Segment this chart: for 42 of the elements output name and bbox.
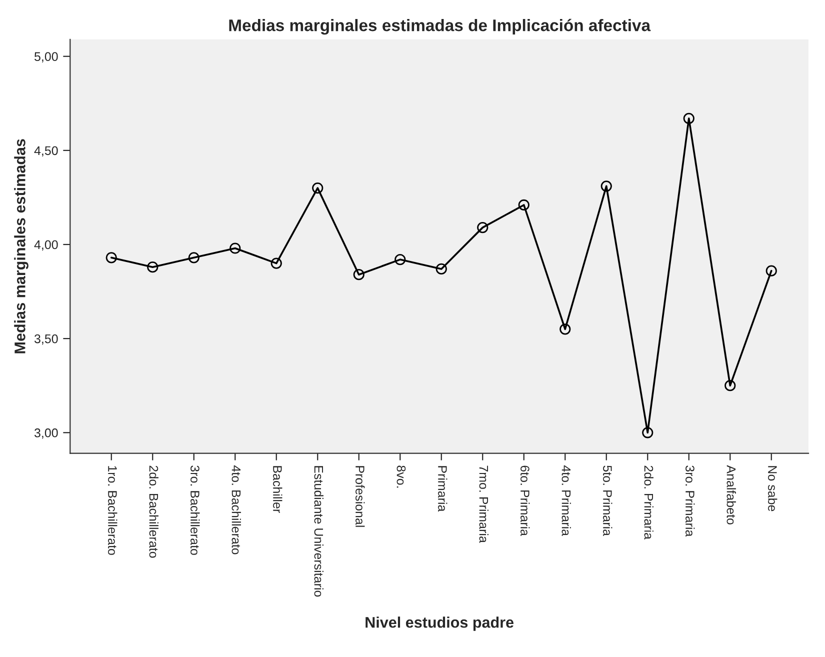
x-tick-label: 2do. Bachillerato: [149, 466, 158, 558]
point: [230, 242, 241, 254]
point: [600, 180, 612, 192]
x-tick-label: 8vo.: [396, 466, 406, 488]
x-tick-label: 4to. Bachillerato: [232, 465, 241, 554]
point: [394, 254, 406, 266]
point: [766, 265, 777, 276]
y-tick-label: 5,00: [34, 52, 58, 62]
x-tick-label: Primaria: [438, 466, 448, 512]
x-axis-title: Nivel estudios padre: [366, 616, 514, 631]
y-tick-label: 4,00: [34, 240, 58, 251]
x-tick-label: 3ro. Bachillerato: [190, 466, 200, 555]
point: [683, 112, 694, 124]
y-axis-title: Medias marginales estimadas: [14, 139, 28, 354]
x-tick-label: Analfabeto: [726, 465, 736, 524]
x-tick-label: 7mo. Primaria: [479, 466, 488, 543]
x-tick-label: Profesional: [356, 466, 365, 527]
point: [106, 252, 117, 264]
x-tick-label: No sabe: [768, 466, 778, 512]
x-tick-label: 2do. Primaria: [644, 466, 654, 540]
point: [188, 252, 200, 264]
y-tick-label: 3,50: [34, 334, 58, 345]
chart-title: Medias marginales estimadas de Implicación afectiva: [229, 18, 651, 35]
y-tick-label: 4,50: [34, 146, 58, 157]
point: [518, 199, 530, 211]
x-tick-label: 5to. Primaria: [603, 466, 612, 536]
x-tick-label: Estudiante Universitario: [314, 466, 324, 597]
x-tick-label: Bachiller: [273, 466, 282, 513]
x-tick-label: 3ro. Primaria: [686, 466, 695, 537]
point: [724, 380, 736, 392]
point: [147, 262, 158, 273]
point: [270, 258, 282, 269]
point: [560, 324, 571, 335]
point: [436, 263, 447, 275]
point: [312, 182, 324, 194]
x-tick-label: 6to. Primaria: [520, 466, 530, 536]
x-tick-label: 4to. Primaria: [562, 465, 571, 536]
x-tick-label: 1ro. Bachillerato: [108, 466, 118, 555]
y-tick-label: 3,00: [34, 428, 58, 439]
point: [642, 427, 654, 438]
point: [477, 222, 488, 234]
point: [353, 269, 364, 280]
